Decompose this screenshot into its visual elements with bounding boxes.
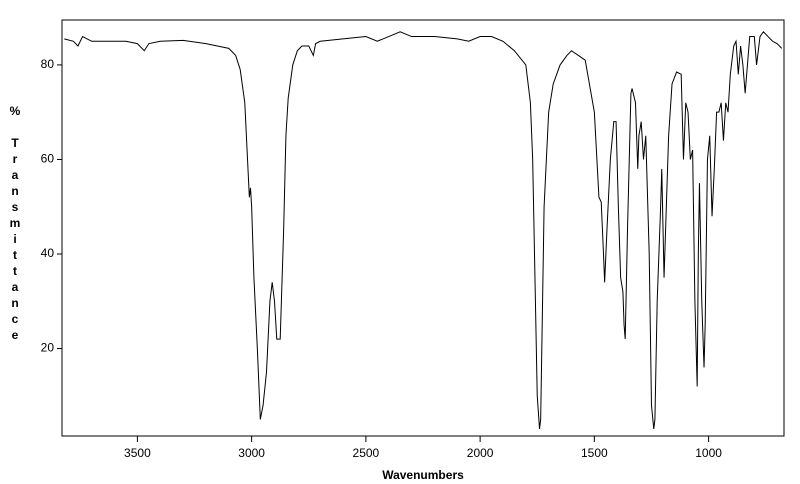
y-axis-label: % Transmittance: [8, 104, 22, 344]
spectrum-line: [64, 31, 783, 429]
x-tick-label: 3500: [124, 446, 151, 460]
x-tick-label: 1500: [581, 446, 608, 460]
x-axis-label: Wavenumbers: [382, 468, 464, 482]
y-tick-label: 20: [41, 341, 55, 355]
y-tick-label: 80: [41, 57, 55, 71]
x-tick-label: 2500: [353, 446, 380, 460]
x-tick-label: 2000: [467, 446, 494, 460]
x-tick-label: 1000: [695, 446, 722, 460]
plot-frame: [61, 19, 785, 437]
y-tick-label: 60: [41, 152, 55, 166]
y-tick-label: 40: [41, 246, 55, 260]
x-tick-label: 3000: [238, 446, 265, 460]
